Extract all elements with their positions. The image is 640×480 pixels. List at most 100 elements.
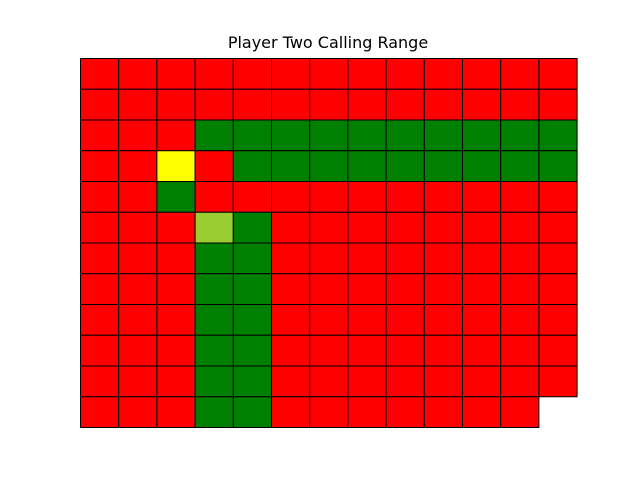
grid-cell-r3-c3: [194, 150, 234, 182]
grid-cell-r3-c7: [347, 150, 387, 182]
grid-cell-r1-c7: [347, 88, 387, 121]
grid-cell-r0-c0: [80, 58, 120, 90]
grid-cell-r7-c2: [156, 273, 196, 305]
grid-cell-r10-c9: [423, 365, 463, 398]
grid-cell-r4-c8: [385, 181, 425, 213]
grid-cell-r8-c3: [194, 304, 234, 336]
grid-cell-r2-c0: [80, 119, 120, 152]
grid-cell-r11-c4: [232, 396, 273, 428]
grid-cell-r5-c2: [156, 211, 196, 244]
grid-cell-r2-c5: [271, 119, 311, 152]
grid-cell-r2-c4: [232, 119, 273, 152]
grid-cell-r5-c0: [80, 211, 120, 244]
grid-cell-r0-c3: [194, 58, 234, 90]
grid-cell-r11-c8: [385, 396, 425, 428]
grid-cell-r1-c8: [385, 88, 425, 121]
grid-cell-r1-c0: [80, 88, 120, 121]
grid-cell-r4-c4: [232, 181, 273, 213]
grid-cell-r0-c5: [271, 58, 311, 90]
grid-cell-r10-c2: [156, 365, 196, 398]
grid-cell-r7-c6: [309, 273, 349, 305]
grid-cell-r6-c9: [423, 242, 463, 275]
grid-cell-r1-c12: [538, 88, 578, 121]
grid-cell-r9-c5: [271, 334, 311, 367]
grid-cell-r11-c1: [118, 396, 158, 428]
grid-cell-r3-c9: [423, 150, 463, 182]
grid-cell-r9-c6: [309, 334, 349, 367]
grid-cell-r5-c10: [462, 211, 502, 244]
grid-cell-r4-c11: [500, 181, 540, 213]
grid-cell-r6-c6: [309, 242, 349, 275]
grid-cell-r4-c2: [156, 181, 196, 213]
grid-cell-r3-c11: [500, 150, 540, 182]
grid-cell-r11-c3: [194, 396, 234, 428]
grid-cell-r6-c5: [271, 242, 311, 275]
grid-cell-r2-c1: [118, 119, 158, 152]
grid-cell-r10-c3: [194, 365, 234, 398]
grid-cell-r4-c12: [538, 181, 578, 213]
grid-cell-r2-c8: [385, 119, 425, 152]
grid-cell-r8-c10: [462, 304, 502, 336]
grid-cell-r2-c12: [538, 119, 578, 152]
grid-cell-r0-c8: [385, 58, 425, 90]
grid-cell-r8-c1: [118, 304, 158, 336]
grid-cell-r7-c12: [538, 273, 578, 305]
grid-cell-r0-c9: [423, 58, 463, 90]
grid-cell-r4-c6: [309, 181, 349, 213]
grid-cell-r8-c5: [271, 304, 311, 336]
grid-cell-r8-c2: [156, 304, 196, 336]
grid-cell-r9-c3: [194, 334, 234, 367]
grid-cell-r6-c0: [80, 242, 120, 275]
grid-cell-r0-c1: [118, 58, 158, 90]
grid-cell-r3-c2: [156, 150, 196, 182]
grid-cell-r0-c11: [500, 58, 540, 90]
grid-cell-r1-c1: [118, 88, 158, 121]
chart-title: Player Two Calling Range: [227, 33, 429, 52]
grid-cell-r6-c11: [500, 242, 540, 275]
grid-cell-r3-c4: [232, 150, 273, 182]
grid-cell-r5-c9: [423, 211, 463, 244]
grid-cell-r6-c7: [347, 242, 387, 275]
grid-cell-r1-c11: [500, 88, 540, 121]
grid-cell-r4-c10: [462, 181, 502, 213]
grid-cell-r2-c7: [347, 119, 387, 152]
grid-cell-r1-c4: [232, 88, 273, 121]
grid-cell-r5-c5: [271, 211, 311, 244]
grid-cell-r8-c4: [232, 304, 273, 336]
grid-cell-r1-c3: [194, 88, 234, 121]
grid-cell-r3-c6: [309, 150, 349, 182]
grid-cell-r6-c1: [118, 242, 158, 275]
grid-cell-r10-c10: [462, 365, 502, 398]
grid-cell-r8-c8: [385, 304, 425, 336]
grid-cell-r11-c6: [309, 396, 349, 428]
grid-cell-r7-c5: [271, 273, 311, 305]
grid-cell-r7-c7: [347, 273, 387, 305]
grid-cell-r0-c4: [232, 58, 273, 90]
grid-cell-r4-c1: [118, 181, 158, 213]
grid-cell-r11-c10: [462, 396, 502, 428]
grid-cell-r5-c8: [385, 211, 425, 244]
grid-cell-r2-c6: [309, 119, 349, 152]
grid-cell-r7-c4: [232, 273, 273, 305]
grid-cell-r5-c4: [232, 211, 273, 244]
grid-cell-r9-c2: [156, 334, 196, 367]
grid-cell-r7-c10: [462, 273, 502, 305]
grid-cell-r6-c10: [462, 242, 502, 275]
grid-cell-r8-c6: [309, 304, 349, 336]
grid-cell-r6-c4: [232, 242, 273, 275]
grid-cell-r1-c5: [271, 88, 311, 121]
grid-cell-r11-c0: [80, 396, 120, 428]
grid-cell-r0-c6: [309, 58, 349, 90]
grid-cell-r7-c0: [80, 273, 120, 305]
grid-cell-r6-c12: [538, 242, 578, 275]
grid-cell-r8-c9: [423, 304, 463, 336]
grid-cell-r4-c7: [347, 181, 387, 213]
grid-cell-r10-c6: [309, 365, 349, 398]
grid-cell-r5-c7: [347, 211, 387, 244]
grid-cell-r2-c2: [156, 119, 196, 152]
grid-cell-r0-c2: [156, 58, 196, 90]
grid-cell-r7-c9: [423, 273, 463, 305]
grid-cell-r5-c6: [309, 211, 349, 244]
